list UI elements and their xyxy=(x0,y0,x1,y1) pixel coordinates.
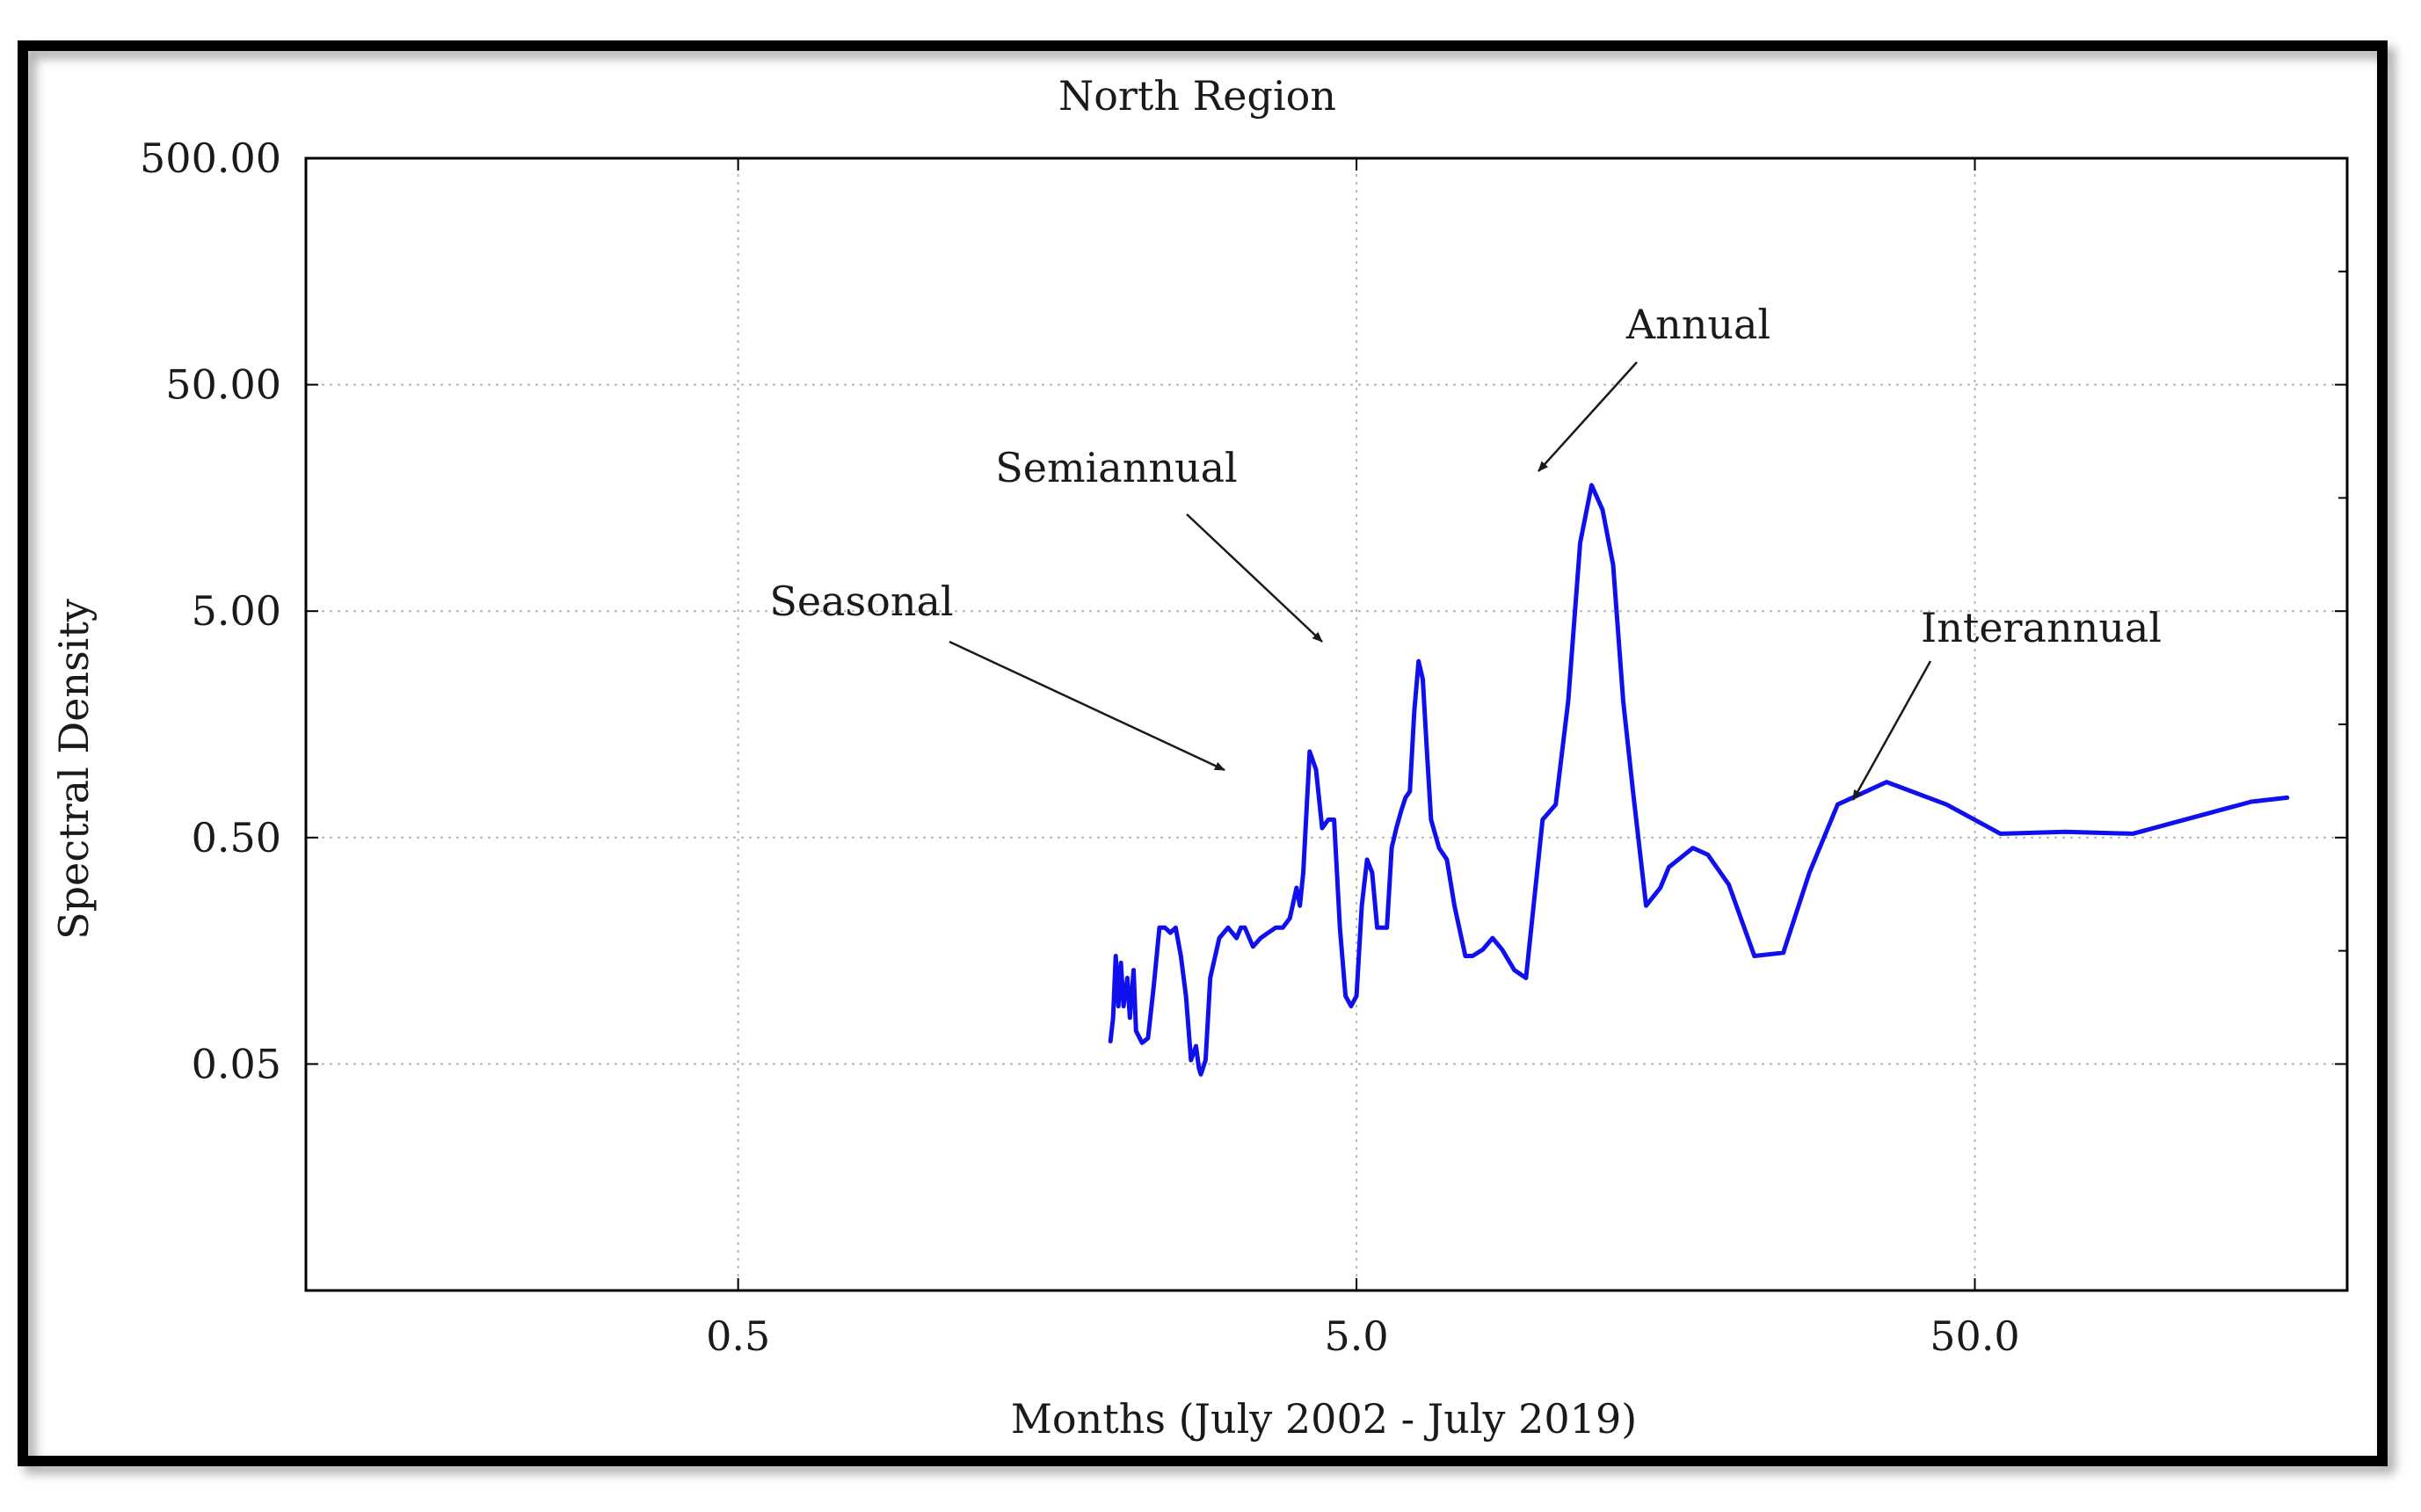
annotation-arrow xyxy=(1853,661,1930,800)
x-tick-label: 50.0 xyxy=(1930,1312,2019,1360)
y-tick-label: 500.00 xyxy=(140,134,281,182)
y-tick-label: 5.00 xyxy=(192,587,281,635)
y-tick-label: 0.50 xyxy=(192,814,281,861)
series-line xyxy=(1110,485,2287,1074)
annotations: Seasonal Semiannual Annual Interannual xyxy=(769,301,2162,800)
annotation-label: Interannual xyxy=(1921,604,2162,651)
x-tick-label: 5.0 xyxy=(1325,1312,1389,1360)
y-tick-label: 0.05 xyxy=(192,1040,281,1087)
x-axis-label: Months (July 2002 - July 2019) xyxy=(1011,1395,1637,1443)
chart-title: North Region xyxy=(1058,72,1336,120)
grid-lines xyxy=(306,158,2347,1290)
annotation-label: Annual xyxy=(1625,301,1770,348)
annotation-label: Seasonal xyxy=(769,578,953,625)
y-tick-label: 50.00 xyxy=(165,361,281,409)
annotation-label: Semiannual xyxy=(995,444,1238,491)
y-axis-label: Spectral Density xyxy=(50,599,98,940)
plot-border xyxy=(306,158,2347,1290)
annotation-arrow xyxy=(1187,514,1322,642)
annotation-arrow xyxy=(949,642,1225,770)
plot-area xyxy=(306,158,2347,1290)
axis-ticks: 0.5 5.0 50.0 0.05 0.50 5.00 50.00 500.00 xyxy=(140,134,2347,1360)
figure-frame xyxy=(23,46,2382,1461)
x-tick-label: 0.5 xyxy=(706,1312,770,1360)
annotation-arrow xyxy=(1538,362,1637,471)
series-layer xyxy=(1110,485,2287,1074)
